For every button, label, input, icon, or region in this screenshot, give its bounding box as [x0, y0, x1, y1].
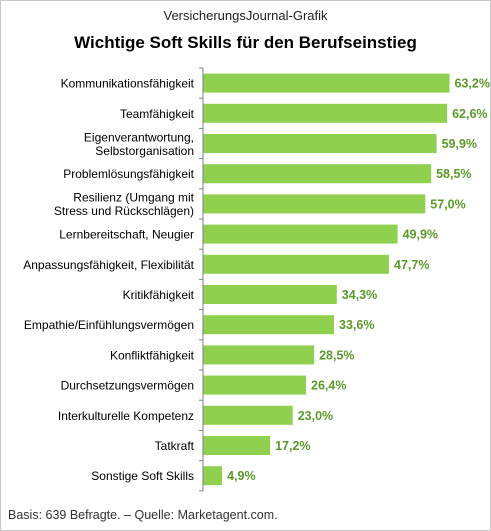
- category-label: Sonstige Soft Skills: [91, 469, 194, 483]
- bar-chart: 63,2% Kommunikationsfähigkeit 62,6% Teamfäh…: [23, 67, 490, 492]
- footer-source-name: Marketagent.com.: [177, 508, 278, 522]
- bar: [203, 345, 315, 365]
- value-label: 57,0%: [430, 197, 465, 211]
- publisher-label: VersicherungsJournal-Grafik: [163, 8, 328, 23]
- category-label: Eigenverantwortung, Selbstorganisation: [84, 130, 194, 158]
- value-label: 23,0%: [298, 409, 333, 423]
- value-label: 26,4%: [311, 379, 346, 393]
- footer-source-label: Quelle:: [134, 508, 175, 522]
- bar: [203, 103, 448, 123]
- bar: [203, 375, 306, 395]
- category-label: Problemlösungsfähigkeit: [63, 167, 194, 181]
- category-label: Konfliktfähigkeit: [110, 348, 195, 362]
- value-label: 33,6%: [339, 318, 374, 332]
- bar: [203, 254, 389, 274]
- bar: [203, 164, 432, 184]
- category-label: Empathie/Einfühlungsvermögen: [24, 318, 194, 332]
- value-label: 58,5%: [436, 167, 471, 181]
- bar: [203, 405, 293, 425]
- bar: [203, 315, 334, 335]
- value-label: 63,2%: [455, 77, 490, 91]
- bar: [203, 194, 426, 214]
- bar: [203, 224, 398, 244]
- footer-note: Basis: 639 Befragte. – Quelle: Marketage…: [8, 508, 278, 522]
- category-label: Kritikfähigkeit: [123, 288, 195, 302]
- value-label: 17,2%: [275, 439, 310, 453]
- bar: [203, 73, 450, 93]
- value-label: 49,9%: [403, 228, 438, 242]
- chart-title: Wichtige Soft Skills für den Berufseinst…: [74, 33, 417, 52]
- value-label: 28,5%: [319, 348, 354, 362]
- category-label: Interkulturelle Kompetenz: [58, 409, 194, 423]
- category-label: Durchsetzungsvermögen: [61, 379, 194, 393]
- category-label: Resilienz (Umgang mit Stress und Rückschl…: [54, 191, 195, 219]
- value-label: 34,3%: [342, 288, 377, 302]
- bar: [203, 134, 437, 153]
- footer-separator: –: [120, 508, 135, 522]
- category-label: Kommunikationsfähigkeit: [61, 77, 195, 91]
- value-label: 47,7%: [394, 258, 429, 272]
- category-label: Anpassungsfähigkeit, Flexibilität: [23, 258, 194, 272]
- bar: [203, 285, 337, 304]
- category-label: Tatkraft: [155, 439, 195, 453]
- value-label: 4,9%: [227, 469, 256, 483]
- category-label: Lernbereitschaft, Neugier: [59, 228, 194, 242]
- value-label: 62,6%: [452, 107, 487, 121]
- value-label: 59,9%: [442, 137, 477, 151]
- bar: [203, 466, 223, 486]
- category-label: Teamfähigkeit: [120, 107, 195, 121]
- footer-basis: Basis: 639 Befragte.: [8, 508, 121, 522]
- bar: [203, 436, 271, 455]
